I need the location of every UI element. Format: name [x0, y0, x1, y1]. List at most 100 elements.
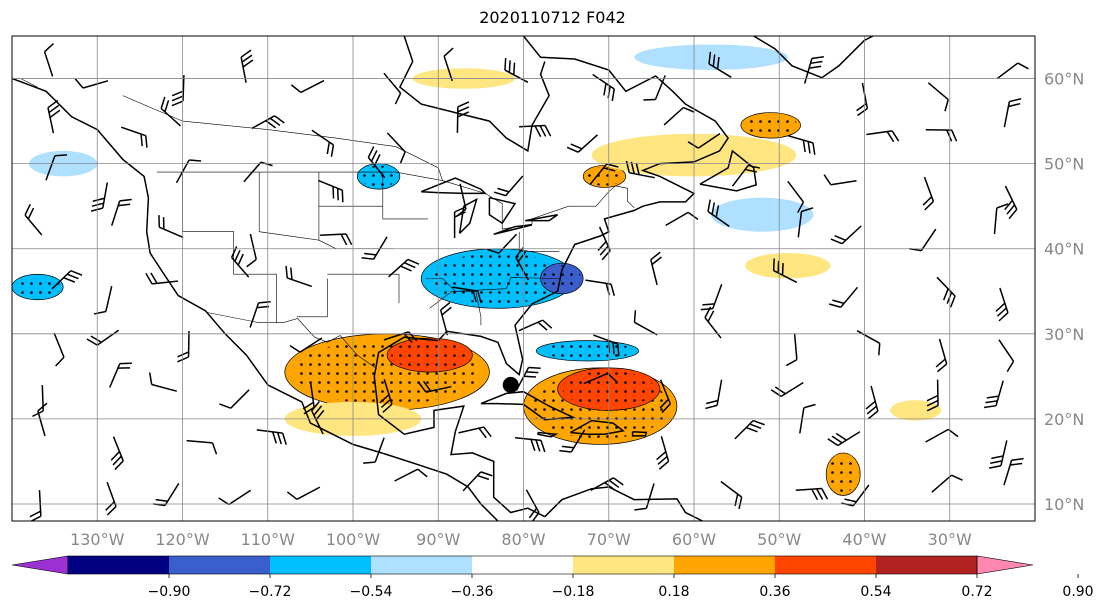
coastline: [570, 419, 626, 435]
colorbar-segment: [270, 556, 371, 574]
significance-stipple: [743, 114, 798, 137]
wind-barb: [1003, 98, 1022, 128]
colorbar-segment: [472, 556, 573, 574]
wind-barb: [700, 283, 723, 311]
wind-barb: [53, 332, 65, 367]
colorbar-tick-label: 0.72: [961, 584, 992, 600]
political-border: [156, 171, 635, 230]
wind-barb: [633, 310, 658, 336]
wind-barb: [925, 128, 958, 142]
colorbar-tick-label: 0.36: [759, 584, 790, 600]
map-frame: [11, 35, 1036, 522]
wind-barb: [383, 72, 402, 105]
wind-barb: [770, 381, 804, 398]
wind-barb: [909, 228, 937, 252]
wind-barb: [24, 203, 43, 236]
wind-barb: [566, 134, 599, 153]
longitude-label: 120°W: [155, 530, 210, 549]
political-border: [518, 231, 560, 252]
wind-barb: [650, 251, 662, 286]
coastline: [420, 177, 487, 195]
wind-barb: [988, 440, 1008, 469]
wind-barb: [865, 385, 879, 420]
wind-barb: [219, 389, 250, 409]
wind-barb: [656, 436, 670, 470]
wind-barb: [487, 233, 518, 254]
wind-barb: [1003, 457, 1024, 486]
wind-barb: [585, 279, 616, 297]
contour-line: [12, 273, 64, 301]
wind-barb: [37, 402, 48, 437]
wind-barb: [43, 42, 54, 77]
wind-barb: [290, 79, 325, 94]
wind-barb: [45, 154, 67, 181]
longitude-label: 50°W: [757, 530, 801, 549]
wind-barb: [249, 301, 271, 328]
wind-barb: [452, 286, 482, 304]
colorbar-segment: [876, 556, 977, 574]
wind-barb: [302, 381, 315, 415]
political-border: [258, 172, 320, 241]
wind-barb: [772, 258, 798, 284]
wind-barb: [93, 286, 113, 315]
longitude-label: 40°W: [842, 530, 886, 549]
wind-barb: [320, 233, 353, 246]
wind-barb: [145, 272, 178, 285]
wind-barb: [74, 78, 109, 89]
wind-barb: [590, 477, 624, 492]
coastline: [537, 431, 559, 438]
coastline: [458, 197, 478, 234]
colorbar-extend-low: [11, 555, 69, 575]
coastline: [12, 77, 499, 521]
wind-barb: [828, 286, 859, 308]
wind-barb: [518, 319, 553, 332]
coastline: [525, 213, 559, 222]
wind-barb: [47, 99, 61, 134]
political-border: [296, 278, 328, 318]
wind-barb: [158, 215, 184, 239]
wind-barb: [856, 82, 869, 117]
political-border: [382, 172, 428, 220]
colorbar-tick-label: 0.18: [658, 584, 689, 600]
wind-barb: [559, 429, 586, 453]
wind-barb: [707, 199, 730, 228]
shaded-region: [711, 197, 814, 232]
colorbar-segment: [775, 556, 876, 574]
wind-barb: [456, 101, 470, 133]
colorbar-tick-label: −0.90: [148, 584, 191, 600]
wind-barb: [388, 258, 420, 278]
wind-barb: [439, 301, 452, 336]
coastline: [631, 430, 648, 437]
wind-barb: [186, 439, 218, 455]
wind-barb: [720, 480, 743, 510]
shaded-region: [745, 252, 831, 279]
wind-barb: [936, 276, 956, 308]
wind-barb: [926, 379, 939, 412]
colorbar-tick-label: 0.54: [860, 584, 891, 600]
wind-barb: [643, 75, 666, 101]
latitude-label: 10°N: [1044, 495, 1084, 514]
wind-barb: [830, 225, 862, 245]
wind-barb: [160, 96, 182, 127]
wind-barb: [317, 179, 344, 203]
wind-barb: [803, 55, 824, 84]
wind-barb: [734, 419, 765, 440]
wind-barb: [731, 164, 761, 187]
wind-barb: [925, 428, 959, 443]
wind-barb: [246, 233, 257, 268]
contour-line: [540, 262, 584, 295]
wind-barb: [931, 474, 963, 493]
map-area: [12, 36, 1035, 521]
wind-barb: [504, 57, 529, 83]
wind-barb: [493, 175, 524, 197]
wind-barb: [996, 62, 1029, 80]
longitude-labels: 130°W 120°W 110°W 100°W 90°W 80°W 70°W 60°W 50°W…: [70, 530, 972, 549]
wind-barb: [634, 483, 655, 511]
wind-barb: [519, 124, 552, 138]
significance-stipple: [359, 165, 398, 188]
wind-barb: [823, 174, 857, 186]
longitude-label: 70°W: [587, 530, 631, 549]
colorbar-segment: [573, 556, 674, 574]
contour-line: [386, 337, 473, 373]
storm-center-marker: [502, 376, 519, 393]
